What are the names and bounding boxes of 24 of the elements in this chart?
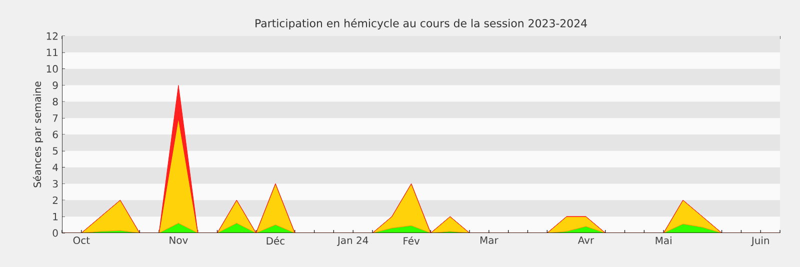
x-tick-label: Mar	[480, 236, 498, 244]
x-tick-label: Avr	[578, 236, 594, 244]
y-tick-label: 6	[52, 130, 58, 138]
y-tick-label: 11	[46, 48, 58, 56]
y-tick-label: 1	[53, 212, 58, 220]
x-tick-label: Oct	[73, 236, 90, 244]
chart-title: Participation en hémicycle au cours de la session 2023-2024	[256, 18, 587, 30]
x-tick-label: Nov	[170, 236, 188, 244]
y-tick-label: 12	[46, 32, 58, 40]
y-tick-label: 7	[52, 114, 58, 122]
y-tick-label: 10	[46, 65, 58, 73]
x-tick-label: Jan 24	[336, 236, 368, 246]
y-tick-label: 0	[52, 229, 58, 237]
x-tick-label: Déc	[266, 236, 284, 245]
y-tick-label: 2	[52, 196, 58, 204]
x-tick-label: Juin	[750, 236, 769, 246]
y-tick-label: 3	[52, 180, 58, 188]
y-tick-label: 4	[52, 164, 58, 171]
x-tick-label: Mai	[656, 236, 672, 244]
y-tick-label: 5	[52, 147, 58, 155]
x-tick-label: Fév	[404, 236, 420, 245]
y-axis-title: Séances par semaine	[32, 82, 43, 188]
y-tick-label: 8	[52, 98, 58, 106]
y-tick-label: 9	[52, 81, 58, 90]
